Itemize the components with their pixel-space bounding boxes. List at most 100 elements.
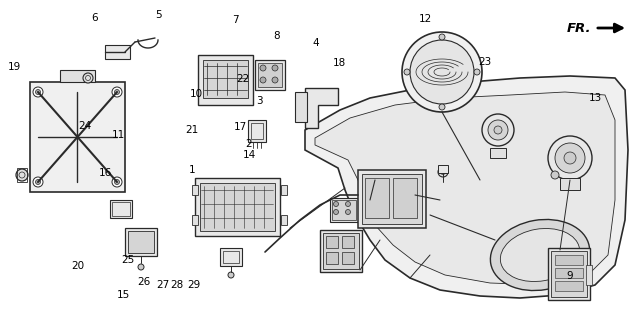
- Text: 14: 14: [243, 150, 256, 160]
- Circle shape: [404, 69, 410, 75]
- Text: 22: 22: [237, 74, 250, 84]
- Circle shape: [35, 179, 40, 184]
- Bar: [326, 236, 338, 248]
- Circle shape: [115, 89, 120, 94]
- Circle shape: [33, 87, 43, 97]
- Bar: [555, 281, 583, 291]
- Text: FR.: FR.: [567, 22, 591, 35]
- Text: 23: 23: [478, 57, 491, 67]
- Polygon shape: [315, 92, 615, 285]
- Bar: [362, 174, 422, 224]
- Text: 21: 21: [186, 125, 198, 135]
- Text: 17: 17: [234, 122, 247, 132]
- Bar: [255, 60, 285, 90]
- Circle shape: [35, 89, 40, 94]
- Bar: [105, 45, 130, 59]
- Text: 2: 2: [245, 139, 252, 149]
- Bar: [586, 265, 592, 285]
- Circle shape: [551, 171, 559, 179]
- Text: 24: 24: [79, 121, 92, 131]
- Circle shape: [33, 177, 43, 187]
- Circle shape: [333, 210, 339, 215]
- Bar: [330, 198, 358, 222]
- Circle shape: [494, 126, 502, 134]
- Text: 28: 28: [171, 280, 184, 290]
- Bar: [560, 178, 580, 190]
- Bar: [326, 252, 338, 264]
- Circle shape: [410, 40, 474, 104]
- Bar: [551, 251, 587, 297]
- Polygon shape: [305, 76, 628, 298]
- Bar: [393, 178, 417, 218]
- Circle shape: [402, 32, 482, 112]
- Text: 7: 7: [232, 15, 239, 25]
- Bar: [555, 268, 583, 278]
- Text: 4: 4: [312, 38, 319, 48]
- Bar: [548, 248, 590, 300]
- Circle shape: [115, 179, 120, 184]
- Circle shape: [138, 264, 144, 270]
- Bar: [110, 200, 132, 218]
- Text: 6: 6: [92, 13, 98, 23]
- Circle shape: [413, 193, 417, 197]
- Text: 8: 8: [273, 31, 280, 42]
- Circle shape: [112, 177, 122, 187]
- Circle shape: [272, 77, 278, 83]
- Bar: [223, 251, 239, 263]
- Bar: [358, 170, 426, 228]
- Text: 10: 10: [190, 88, 203, 99]
- Text: 5: 5: [156, 10, 162, 20]
- Circle shape: [346, 202, 351, 206]
- Bar: [281, 185, 287, 195]
- Text: 29: 29: [188, 280, 200, 290]
- Circle shape: [260, 77, 266, 83]
- Ellipse shape: [500, 229, 580, 281]
- Circle shape: [272, 65, 278, 71]
- Bar: [198, 55, 253, 105]
- Bar: [125, 228, 157, 256]
- Polygon shape: [305, 88, 338, 128]
- Bar: [323, 233, 359, 269]
- Text: 16: 16: [99, 168, 112, 178]
- Circle shape: [411, 191, 419, 199]
- Text: 9: 9: [566, 271, 573, 281]
- Circle shape: [112, 87, 122, 97]
- Bar: [192, 185, 198, 195]
- Text: 26: 26: [138, 277, 150, 287]
- Text: 18: 18: [333, 58, 346, 68]
- Text: 12: 12: [419, 14, 432, 24]
- Circle shape: [438, 167, 448, 177]
- Circle shape: [83, 73, 93, 83]
- Bar: [365, 178, 389, 218]
- Bar: [332, 200, 356, 220]
- Bar: [490, 148, 506, 158]
- Text: 11: 11: [112, 130, 125, 140]
- Circle shape: [439, 104, 445, 110]
- Circle shape: [333, 202, 339, 206]
- Circle shape: [564, 152, 576, 164]
- Bar: [555, 255, 583, 265]
- Bar: [128, 231, 154, 253]
- Bar: [17, 168, 27, 182]
- Circle shape: [439, 34, 445, 40]
- Text: 15: 15: [117, 290, 130, 300]
- Text: 19: 19: [8, 61, 20, 72]
- Bar: [258, 63, 282, 87]
- Polygon shape: [60, 70, 95, 82]
- Bar: [200, 183, 275, 231]
- Polygon shape: [30, 82, 125, 192]
- Circle shape: [548, 136, 592, 180]
- Bar: [320, 230, 362, 272]
- Text: 3: 3: [256, 96, 262, 107]
- Bar: [342, 252, 354, 264]
- Text: 20: 20: [72, 261, 84, 271]
- Text: 13: 13: [589, 93, 602, 103]
- Circle shape: [482, 114, 514, 146]
- Circle shape: [228, 272, 234, 278]
- Circle shape: [260, 65, 266, 71]
- Bar: [251, 123, 263, 139]
- Bar: [220, 248, 242, 266]
- Bar: [281, 215, 287, 225]
- Text: 27: 27: [157, 280, 170, 290]
- Circle shape: [346, 210, 351, 215]
